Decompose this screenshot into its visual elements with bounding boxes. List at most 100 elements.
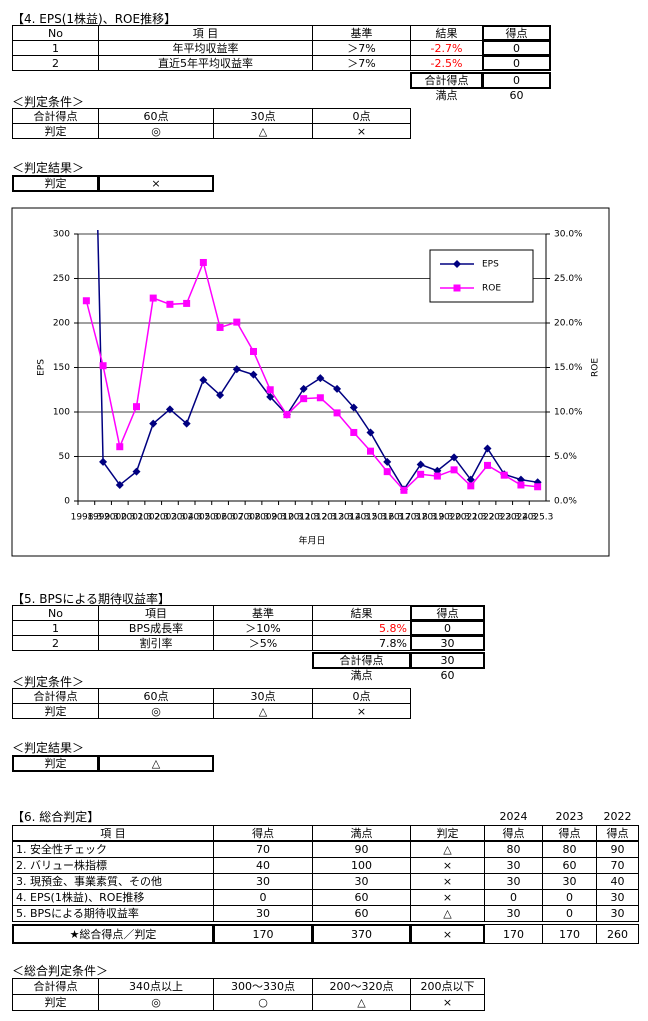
table-cell: × [312, 703, 411, 719]
legend-label: EPS [482, 260, 499, 270]
table-cell: ○ [213, 994, 313, 1011]
marker [149, 294, 157, 302]
marker [333, 384, 342, 393]
x-tick-label: 2007.3 [221, 513, 253, 523]
table-cell: 2024 [499, 809, 528, 823]
section-title: ＜判定条件＞ [12, 95, 85, 109]
marker [534, 483, 542, 491]
y-tick-label: 150 [53, 363, 70, 373]
table-cell: 260 [596, 924, 639, 944]
y2-axis-label: ROE [591, 358, 601, 377]
y-axis-label: EPS [37, 359, 47, 376]
marker [349, 403, 358, 412]
x-tick-label: 2018.3 [405, 513, 437, 523]
table-cell: 満点 [350, 669, 373, 682]
table-cell: 2023 [555, 809, 584, 823]
table-cell: 40 [213, 857, 313, 874]
table-cell: 30 [484, 873, 543, 890]
marker [433, 472, 441, 480]
table-cell: 0 [482, 40, 551, 56]
y2-tick-label: 5.0% [554, 452, 577, 462]
table-cell: 0 [542, 905, 597, 922]
table-cell: 370 [312, 924, 411, 944]
marker [250, 347, 257, 355]
table-cell: ★総合得点／判定 [12, 924, 214, 944]
table-cell: × [410, 889, 485, 906]
x-tick-label: 1999.3 [87, 513, 119, 523]
table-cell: BPS成長率 [98, 620, 214, 636]
x-tick-label: 2001.3 [121, 513, 153, 523]
x-tick-label: 2023.3 [488, 513, 520, 523]
marker [82, 297, 90, 305]
marker [400, 486, 408, 494]
table-cell: △ [98, 755, 214, 772]
marker [517, 481, 525, 489]
section-title: ＜総合判定条件＞ [12, 964, 109, 978]
y2-tick-label: 25.0% [554, 274, 583, 284]
table-cell: 200～320点 [312, 978, 411, 995]
x-tick-label: 2002.3 [137, 513, 169, 523]
table-cell: 60 [312, 905, 411, 922]
table-cell: ＞7% [312, 40, 411, 56]
x-tick-label: 2013.3 [321, 513, 353, 523]
table-cell: ＞7% [312, 55, 411, 71]
table-cell: ＞5% [213, 635, 313, 651]
plot [82, 230, 542, 494]
section-title: ＜判定結果＞ [12, 741, 85, 755]
x-tick-label: 2024.3 [505, 513, 537, 523]
marker [467, 482, 475, 490]
table-cell: 基準 [213, 605, 313, 621]
marker [116, 443, 124, 451]
marker [249, 370, 258, 379]
table-cell: ◎ [98, 123, 214, 139]
y-tick-label: 0 [64, 497, 70, 507]
y-tick-label: 50 [59, 452, 71, 462]
table-cell: 30 [484, 905, 543, 922]
table-cell: 判定 [12, 994, 99, 1011]
x-tick-label: 2022.3 [472, 513, 504, 523]
marker [232, 365, 241, 374]
marker [366, 428, 375, 437]
table-cell: 1 [12, 620, 99, 636]
marker [199, 375, 208, 384]
section-title: 【5. BPSによる期待収益率】 [12, 592, 170, 606]
table-cell: 30 [312, 873, 411, 890]
x-tick-label: 2017.3 [388, 513, 420, 523]
marker [383, 468, 391, 476]
x-tick-label: 2015.3 [355, 513, 387, 523]
legend-label: ROE [482, 284, 501, 294]
table-cell: 結果 [410, 25, 483, 41]
marker [466, 475, 475, 484]
table-cell: 80 [484, 841, 543, 858]
table-cell: 項 目 [98, 25, 313, 41]
section-title: 【4. EPS(1株益)、ROE推移】 [12, 12, 177, 26]
table-cell: × [410, 857, 485, 874]
y-tick-label: 250 [53, 274, 70, 284]
table-cell: -2.7% [410, 40, 483, 56]
table-cell: 340点以上 [98, 978, 214, 995]
marker [183, 299, 191, 307]
table-cell: 得点 [410, 605, 485, 621]
table-cell: 1. 安全性チェック [12, 841, 214, 858]
table-cell: △ [410, 841, 485, 858]
table-cell: 30点 [213, 108, 313, 124]
table-cell: 40 [596, 873, 639, 890]
table-cell: 割引率 [98, 635, 214, 651]
table-cell: 60点 [98, 688, 214, 704]
table-cell: 170 [542, 924, 597, 944]
marker [99, 457, 108, 466]
table-cell: 合計得点 [12, 688, 99, 704]
table-cell: 80 [542, 841, 597, 858]
legend-marker [453, 260, 461, 268]
table-cell: 70 [596, 857, 639, 874]
table-cell: 満点 [435, 89, 458, 102]
section-title: ＜判定結果＞ [12, 161, 85, 175]
table-cell: 得点 [596, 825, 639, 841]
x-tick-label: 2021.3 [455, 513, 487, 523]
marker [500, 471, 508, 479]
legend-box [429, 249, 534, 303]
table-cell: 7.8% [312, 635, 411, 651]
legend-marker [453, 284, 461, 292]
table-cell: 合計得点 [12, 978, 99, 995]
table-cell: No [12, 25, 99, 41]
